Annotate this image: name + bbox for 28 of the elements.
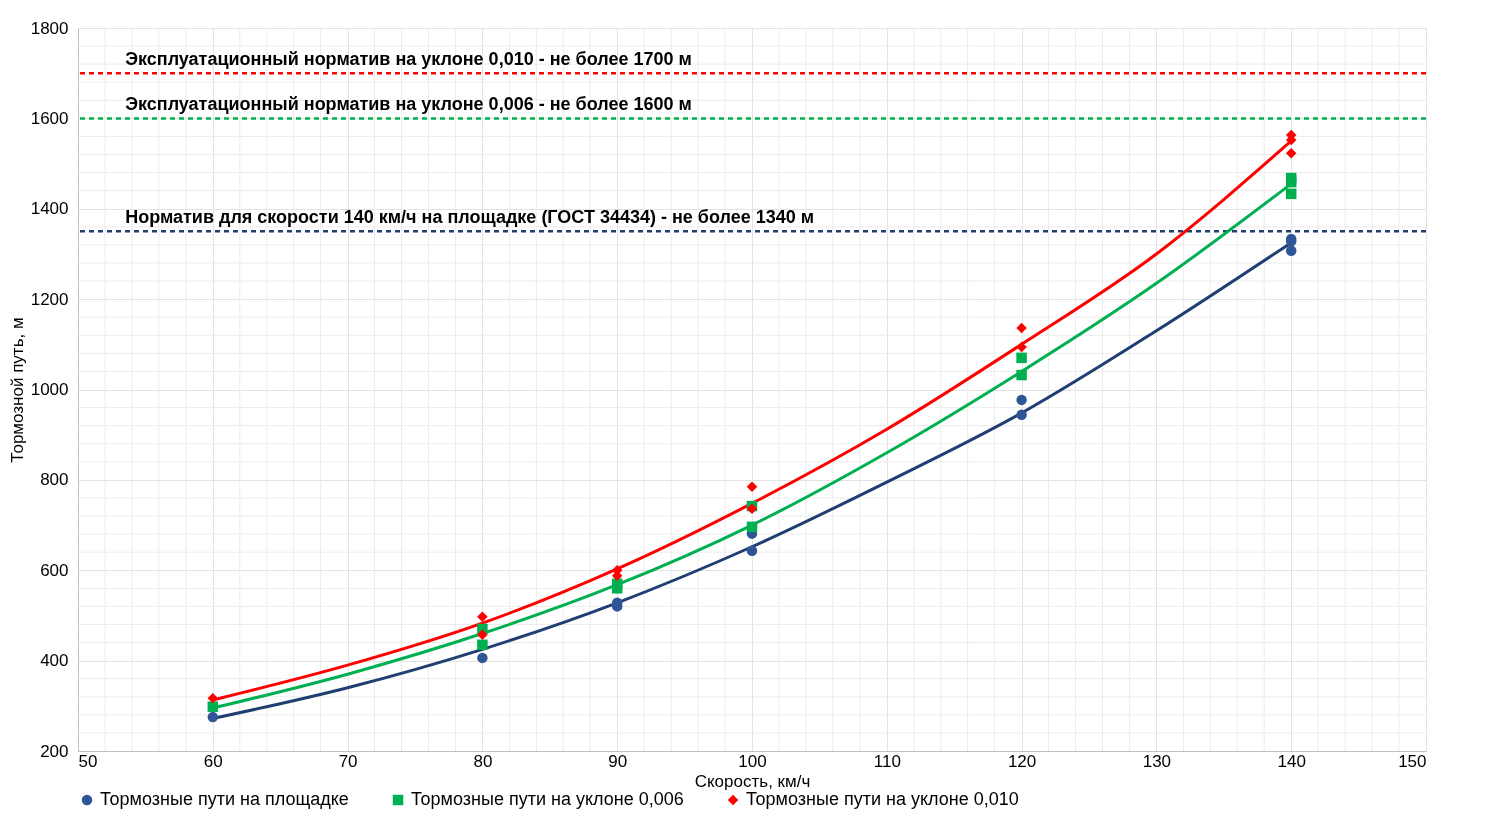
x-tick-label: 120 [1007,751,1037,771]
legend-label: Тормозные пути на уклоне 0,010 [746,789,1019,809]
x-tick-label: 100 [738,751,767,771]
x-tick-label: 90 [608,751,628,771]
x-axis-title: Скорость, км/ч [694,771,811,791]
x-tick-label: 150 [1398,751,1427,771]
ref-line-label: Эксплуатационный норматив на уклоне 0,010 - не более 1700 м [125,49,692,70]
y-tick-label: 1000 [30,380,69,399]
y-tick-label: 200 [40,741,69,761]
ref-line-label: Норматив для скорости 140 км/ч на площадке (ГОСТ 34434) - не более 1340 м [125,207,815,228]
x-tick-label: 110 [873,751,901,771]
y-tick-label: 1200 [30,289,69,309]
x-tick-label: 50 [78,751,98,771]
y-tick-label: 400 [40,651,69,671]
x-tick-label: 80 [473,751,493,771]
ref-line-label: Эксплуатационный норматив на уклоне 0,006 - не более 1600 м [125,94,692,115]
x-tick-label: 60 [203,751,223,771]
y-tick-label: 800 [40,470,69,490]
x-tick-label: 140 [1277,751,1306,771]
legend-label: Тормозные пути на уклоне 0,006 [411,789,684,809]
legend-label: Тормозные пути на площадке [100,789,349,809]
x-tick-label: 70 [338,751,358,771]
y-tick-label: 1600 [30,108,69,128]
y-tick-label: 1800 [30,18,69,38]
y-tick-label: 600 [40,560,69,580]
x-tick-label: 130 [1142,751,1172,771]
y-tick-label: 1400 [30,199,69,219]
y-axis-title: Тормозной путь, м [7,317,27,463]
